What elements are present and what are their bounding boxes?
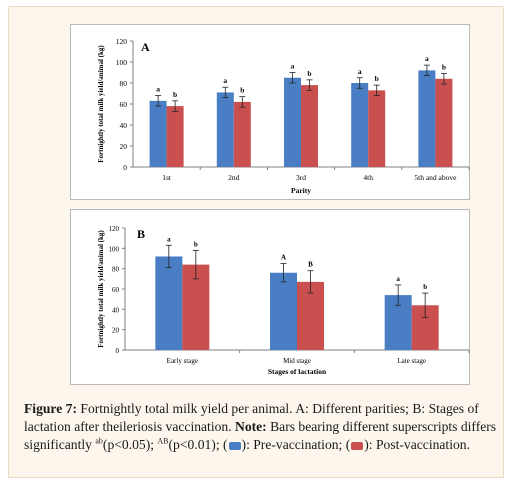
x-tick-label: 3rd — [296, 173, 306, 182]
y-tick-label: 60 — [120, 100, 128, 109]
y-tick-label: 80 — [120, 79, 128, 88]
bar — [301, 85, 318, 167]
bar — [270, 272, 297, 350]
significance-label: a — [396, 275, 400, 283]
bar — [149, 100, 167, 167]
significance-label: b — [173, 90, 177, 99]
y-tick-label: 100 — [116, 58, 128, 67]
significance-label: a — [167, 235, 171, 243]
x-tick-label: Early stage — [167, 357, 198, 365]
x-tick-label: 1st — [162, 173, 172, 182]
y-axis-title: Fortnightly total milk yield/animal (kg) — [97, 230, 105, 348]
caption-p2: (p<0.01); ( — [168, 437, 228, 452]
x-axis-title: Stages of lactation — [268, 367, 327, 376]
significance-label: b — [307, 69, 311, 78]
y-tick-label: 120 — [116, 37, 128, 46]
bar — [233, 101, 251, 167]
y-tick-label: 20 — [112, 327, 120, 335]
significance-label: B — [308, 261, 313, 269]
figure-caption: Figure 7: Fortnightly total milk yield p… — [24, 400, 500, 454]
panel-letter-a: A — [141, 40, 150, 54]
chart-panel-a: A 0 20 40 60 80 100 120 Fortnightly total milk y… — [70, 24, 470, 200]
chart-a-svg: A 0 20 40 60 80 100 120 Fortnightly total milk y… — [97, 37, 470, 195]
bar — [435, 78, 453, 167]
significance-label: a — [358, 67, 362, 76]
y-tick-label: 0 — [116, 347, 120, 355]
bar — [155, 256, 183, 350]
y-tick-label: 20 — [120, 142, 128, 151]
y-axis-title: Fortnightly total milk yield/animal (kg) — [97, 45, 105, 163]
significance-label: b — [423, 283, 427, 291]
significance-label: b — [375, 74, 379, 83]
significance-label: a — [156, 85, 160, 94]
y-tick-label: 60 — [112, 286, 120, 294]
x-tick-label: 5th and above — [414, 173, 457, 182]
y-tick-label: 100 — [109, 245, 120, 253]
significance-label: b — [194, 240, 198, 248]
chart-panel-b: B 0 20 40 60 80 100 120 Fortnightly total milk y… — [70, 209, 470, 385]
x-tick-label: Mid stage — [283, 357, 311, 365]
bar — [418, 70, 436, 167]
caption-text-2: Bars bearing different superscripts diff… — [24, 419, 497, 452]
significance-label: a — [291, 62, 295, 71]
bar — [216, 92, 234, 167]
caption-text-1: Fortnightly total milk yield per animal.… — [24, 401, 479, 434]
y-tick-label: 80 — [112, 266, 120, 274]
chart-b-svg: B 0 20 40 60 80 100 120 Fortnightly total milk y… — [97, 225, 470, 376]
x-tick-label: 2nd — [228, 173, 240, 182]
bar — [368, 90, 386, 167]
pre-vaccination-swatch — [228, 441, 241, 450]
significance-label: b — [240, 86, 244, 95]
panel-letter-b: B — [137, 227, 145, 241]
significance-label: A — [281, 254, 286, 262]
bar — [351, 83, 369, 167]
superscript-AB: AB — [157, 436, 169, 446]
significance-label: a — [425, 54, 429, 63]
significance-label: a — [223, 76, 227, 85]
figure-label: Figure 7: — [24, 401, 77, 416]
superscript-ab: ab — [95, 436, 103, 446]
y-tick-label: 40 — [120, 121, 128, 130]
post-vaccination-swatch — [351, 441, 364, 450]
x-axis-title: Parity — [291, 186, 311, 195]
y-tick-label: 40 — [112, 306, 120, 314]
x-tick-label: Late stage — [397, 357, 426, 365]
caption-after-red: ): Post-vaccination. — [364, 437, 470, 452]
bar — [284, 77, 301, 167]
y-tick-label: 120 — [109, 225, 120, 233]
caption-after-blue: ): Pre-vaccination; ( — [241, 437, 351, 452]
y-tick-label: 0 — [123, 163, 127, 172]
note-label: Note: — [235, 419, 267, 434]
significance-label: b — [442, 63, 446, 72]
x-tick-label: 4th — [363, 173, 373, 182]
caption-p1: (p<0.05); — [102, 437, 158, 452]
bar — [166, 106, 184, 167]
